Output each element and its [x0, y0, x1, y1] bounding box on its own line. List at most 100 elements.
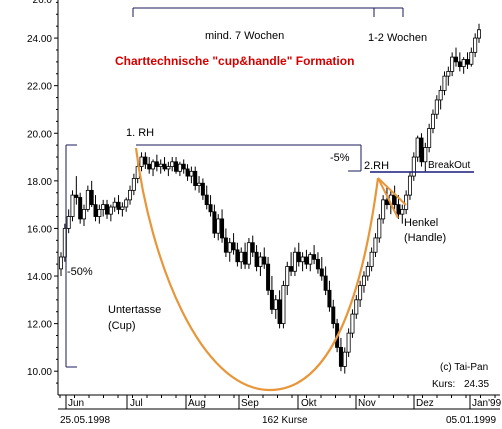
- candle-body-down: [200, 182, 205, 196]
- x-tick-label: Jun: [68, 398, 84, 409]
- candle-body-up: [292, 251, 297, 272]
- candle-body-up: [415, 137, 420, 158]
- candle: [93, 195, 98, 222]
- candle-body-up: [404, 194, 409, 210]
- candle-body-up: [151, 161, 156, 170]
- candle: [469, 47, 474, 67]
- annotation-mind-7-wochen: mind. 7 Wochen: [205, 30, 284, 42]
- candle: [235, 242, 240, 267]
- candle: [197, 176, 202, 193]
- overlays: [65, 7, 474, 392]
- candle-body-down: [331, 306, 336, 325]
- candle-body-up: [273, 299, 278, 310]
- candle: [338, 337, 343, 372]
- candle-body-up: [438, 90, 443, 101]
- candle-body-up: [365, 266, 370, 277]
- candle: [220, 209, 225, 243]
- candle-body-up: [377, 218, 382, 239]
- candle: [223, 228, 228, 257]
- candle: [189, 166, 194, 184]
- candle: [212, 204, 217, 238]
- candle: [216, 214, 221, 241]
- footer-start-date: 25.05.1998: [60, 415, 110, 426]
- candle: [415, 135, 420, 162]
- candle: [185, 164, 190, 181]
- candle-body-down: [89, 189, 94, 206]
- candlestick-series: [59, 23, 481, 374]
- candle: [289, 252, 294, 277]
- footer-end-date: 05.01.1999: [446, 415, 496, 426]
- candle-body-down: [296, 251, 301, 263]
- candle: [411, 152, 416, 181]
- candle: [166, 161, 171, 177]
- candle: [350, 309, 355, 338]
- candle: [89, 180, 94, 208]
- y-tick-label: 22.00: [27, 82, 52, 93]
- y-tick-label: 12.00: [27, 320, 52, 331]
- candle: [246, 237, 251, 269]
- candle: [143, 152, 148, 169]
- annotation-cup: (Cup): [108, 320, 136, 332]
- candle-body-up: [189, 170, 194, 177]
- candle: [181, 159, 186, 174]
- candle: [108, 204, 113, 222]
- y-tick-label: 14.00: [27, 272, 52, 283]
- candle-body-down: [392, 194, 397, 206]
- candle-body-up: [170, 161, 175, 167]
- candle-body-down: [304, 256, 309, 265]
- candle-body-down: [204, 194, 209, 206]
- candle-body-up: [166, 166, 171, 170]
- candle-body-down: [277, 299, 282, 325]
- candle-body-up: [476, 29, 481, 39]
- candle: [174, 157, 179, 174]
- last-price-label: Kurs:: [432, 379, 455, 390]
- candle: [354, 295, 359, 319]
- candle: [342, 347, 347, 374]
- candle: [319, 256, 324, 281]
- x-axis: Jun Jul Aug Sep Okt Nov Dez Jan'99: [58, 394, 502, 410]
- candle-body-down: [453, 56, 458, 63]
- candle-body-down: [193, 170, 198, 187]
- candle-body-up: [407, 175, 412, 196]
- x-tick-label: Sep: [241, 398, 259, 409]
- y-tick-label: 18.00: [27, 177, 52, 188]
- candle-body-up: [97, 208, 102, 217]
- y-tick-label-top: 26.0: [33, 0, 53, 6]
- candle: [243, 242, 248, 269]
- candle-body-down: [384, 199, 389, 206]
- candle-body-up: [101, 204, 106, 210]
- candle-body-down: [262, 256, 267, 265]
- candle-body-up: [128, 189, 133, 201]
- candle-body-down: [289, 266, 294, 272]
- candle-body-up: [285, 266, 290, 286]
- candle-body-down: [465, 59, 470, 65]
- candle-body-down: [419, 137, 424, 163]
- candle-body-down: [327, 289, 332, 308]
- candle-body-up: [427, 128, 432, 148]
- candle: [381, 195, 386, 224]
- candle-body-up: [411, 156, 416, 177]
- x-tick-label: Aug: [188, 398, 206, 409]
- candle-body-down: [312, 254, 317, 260]
- candle: [446, 66, 451, 86]
- candle: [120, 202, 125, 217]
- candle: [147, 157, 152, 174]
- candle: [457, 52, 462, 72]
- candle: [281, 280, 286, 329]
- x-tick-label: Dez: [416, 398, 434, 409]
- candle-body-up: [473, 37, 478, 53]
- x-tick-label: Jan'99: [472, 398, 502, 409]
- candle: [193, 166, 198, 191]
- candle: [162, 157, 167, 172]
- annotation-rh1: 1. RH: [126, 127, 154, 139]
- candle: [78, 192, 83, 224]
- candle-body-up: [434, 99, 439, 115]
- candle-body-down: [143, 156, 148, 165]
- candle-body-up: [446, 70, 451, 77]
- candle-body-down: [154, 161, 159, 167]
- candle-body-up: [177, 163, 182, 172]
- candle: [154, 154, 159, 172]
- candle-body-up: [442, 75, 447, 91]
- candle-body-down: [338, 347, 343, 367]
